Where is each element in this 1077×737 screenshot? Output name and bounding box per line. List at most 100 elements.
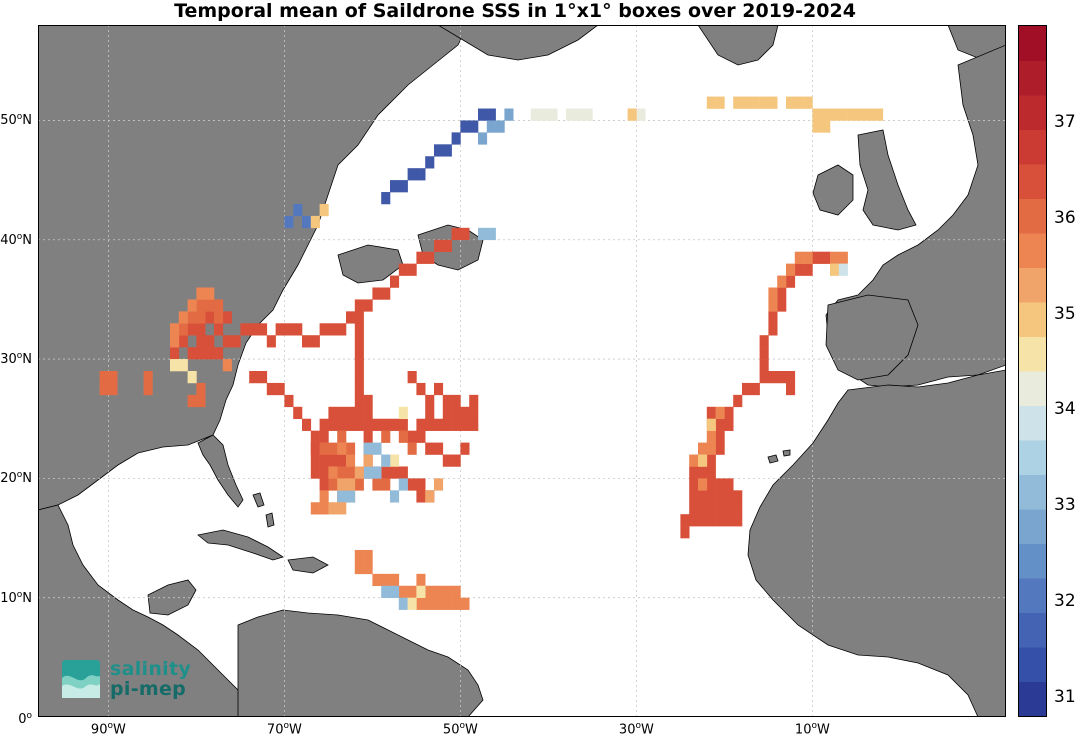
sss-cell-gulf-stream bbox=[407, 430, 417, 443]
sss-cell-gulf-stream-lighter bbox=[205, 299, 215, 312]
sss-cell-gulf-stream bbox=[416, 430, 426, 443]
sss-cell-gulf-stream bbox=[363, 299, 373, 312]
sss-cell-gulf-stream bbox=[425, 442, 435, 455]
sss-cell-gulf-stream bbox=[416, 478, 426, 491]
sss-cell-gulf-stream-lighter bbox=[381, 430, 391, 443]
colorbar-segment bbox=[1019, 95, 1046, 130]
sss-cell-northern-pale bbox=[566, 108, 576, 121]
sss-cell-caribbean-south bbox=[425, 597, 435, 610]
sss-cell-florida-keys bbox=[310, 502, 320, 515]
sss-cell-gulf-stream bbox=[310, 454, 320, 467]
sss-cell-africa-coast bbox=[724, 406, 734, 420]
colorbar-tick-label: 35 bbox=[1054, 303, 1076, 324]
sss-cell-northern-orange bbox=[847, 108, 857, 121]
sss-cell-gulf-stream bbox=[284, 323, 294, 336]
sss-cell-northern-orange bbox=[706, 96, 716, 109]
sss-cell-caribbean-south bbox=[354, 549, 364, 563]
sss-cell-canada-line bbox=[398, 180, 408, 193]
sss-cell-africa-coast-light bbox=[706, 430, 716, 443]
sss-cell-gulf-stream-lighter bbox=[328, 442, 338, 455]
sss-cell-africa-coast bbox=[724, 490, 734, 503]
sss-cell-gulf-stream bbox=[434, 239, 444, 252]
sss-cell-africa-coast bbox=[706, 502, 716, 515]
sss-cell-caribbean-south bbox=[434, 585, 444, 598]
colorbar-segment bbox=[1019, 474, 1046, 510]
sss-cell-gulf-stream bbox=[416, 382, 426, 396]
yucatan-landmass bbox=[147, 579, 197, 616]
sss-cell-africa-coast-light bbox=[698, 478, 708, 491]
sss-cell-gulf-stream bbox=[354, 323, 364, 336]
sss-cell-gulf-stream bbox=[310, 466, 320, 479]
sss-cell-gulf-stream bbox=[196, 323, 206, 336]
sss-cell-africa-coast bbox=[724, 514, 734, 527]
sss-cell-gulf-stream bbox=[275, 323, 285, 336]
sss-cell-gulf-stream bbox=[293, 323, 303, 336]
sss-cell-gulf-stream bbox=[354, 382, 364, 396]
sss-cell-africa-coast bbox=[715, 478, 725, 491]
sss-cell-gulf-stream bbox=[469, 406, 479, 420]
sss-cell-canada-light bbox=[478, 132, 488, 145]
map-canvas[interactable] bbox=[38, 25, 1006, 717]
sss-cell-africa-coast bbox=[689, 514, 699, 527]
sss-cell-nova-scotia bbox=[302, 215, 312, 229]
sss-cell-gulf-stream bbox=[319, 478, 329, 491]
sss-cell-gulf-stream-lighter bbox=[407, 442, 417, 455]
sss-cell-gulf-stream bbox=[381, 466, 391, 479]
logo-text-pi-mep: pi-mep bbox=[110, 678, 187, 700]
sss-cell-gulf-stream bbox=[258, 371, 268, 384]
colorbar-segment bbox=[1019, 233, 1046, 268]
sss-cell-gulf-stream bbox=[354, 394, 364, 408]
florida-landmass bbox=[197, 434, 244, 508]
sss-cell-northern-orange bbox=[865, 108, 875, 121]
sss-cell-gulf-stream bbox=[460, 406, 470, 420]
sss-cell-gulf-mexico bbox=[187, 394, 197, 408]
sss-cell-gulf-stream-lighter bbox=[196, 299, 206, 312]
sss-cell-africa-coast bbox=[803, 263, 813, 276]
latitude-tick-label: 10oN bbox=[0, 589, 32, 606]
africa-landmass bbox=[747, 369, 1006, 717]
sss-cell-gulf-stream bbox=[363, 430, 373, 443]
sss-cell-caribbean-south bbox=[372, 573, 382, 587]
colorbar-segment bbox=[1019, 371, 1046, 406]
sss-cell-africa-coast bbox=[759, 359, 769, 372]
sss-cell-canada-line bbox=[407, 168, 417, 181]
canary-islands bbox=[767, 449, 791, 464]
sss-cell-gulf-stream bbox=[460, 418, 470, 431]
sss-cell-canada-light bbox=[504, 108, 514, 121]
longitude-tick-label: 50oW bbox=[442, 721, 478, 737]
sss-cell-gulf-mexico-pale bbox=[187, 371, 197, 384]
map-frame[interactable] bbox=[38, 25, 1006, 717]
colorbar-segment bbox=[1019, 440, 1046, 475]
sss-cell-africa-coast bbox=[812, 251, 822, 264]
sss-cell-africa-coast bbox=[698, 466, 708, 479]
sss-cell-gulf-stream bbox=[214, 323, 224, 336]
sss-cell-gulf-mexico bbox=[108, 382, 118, 396]
sss-cell-caribbean-south bbox=[363, 561, 373, 575]
sss-cell-caribbean-south bbox=[363, 549, 373, 563]
sss-cell-gulf-stream bbox=[328, 418, 338, 431]
sss-cell-canada-light bbox=[486, 120, 496, 133]
sss-cell-northern-orange bbox=[786, 96, 796, 109]
sss-cell-caribbean-south bbox=[416, 573, 426, 587]
sss-cell-caribbean-south-blue bbox=[381, 585, 391, 598]
map-title: Temporal mean of Saildrone SSS in 1°x1° … bbox=[174, 0, 856, 22]
colorbar-tick-label: 31 bbox=[1054, 686, 1076, 707]
sss-cell-africa-coast bbox=[733, 394, 743, 408]
sss-cell-africa-coast-pale bbox=[698, 454, 708, 467]
longitude-tick-label: 70oW bbox=[266, 721, 302, 737]
sss-cell-gulf-stream bbox=[310, 335, 320, 348]
latitude-tick-label: 40oN bbox=[0, 231, 32, 248]
sss-cell-africa-coast-pale bbox=[706, 418, 716, 431]
sss-cell-gulf-stream-lighter bbox=[319, 442, 329, 455]
sss-cell-africa-coast bbox=[724, 478, 734, 491]
sss-cell-caribbean-south bbox=[398, 585, 408, 598]
sss-cell-northern-orange bbox=[750, 96, 760, 109]
sss-cell-northern-pale bbox=[548, 108, 558, 121]
sss-cell-africa-coast-light bbox=[706, 442, 716, 455]
sss-cell-africa-coast bbox=[742, 382, 752, 396]
sss-cell-caribbean-south bbox=[442, 585, 452, 598]
sss-cell-northern-orange bbox=[742, 96, 752, 109]
cuba-landmass bbox=[197, 529, 284, 561]
latitude-tick-label: 20oN bbox=[0, 470, 32, 487]
wave-logo-icon bbox=[62, 660, 100, 698]
